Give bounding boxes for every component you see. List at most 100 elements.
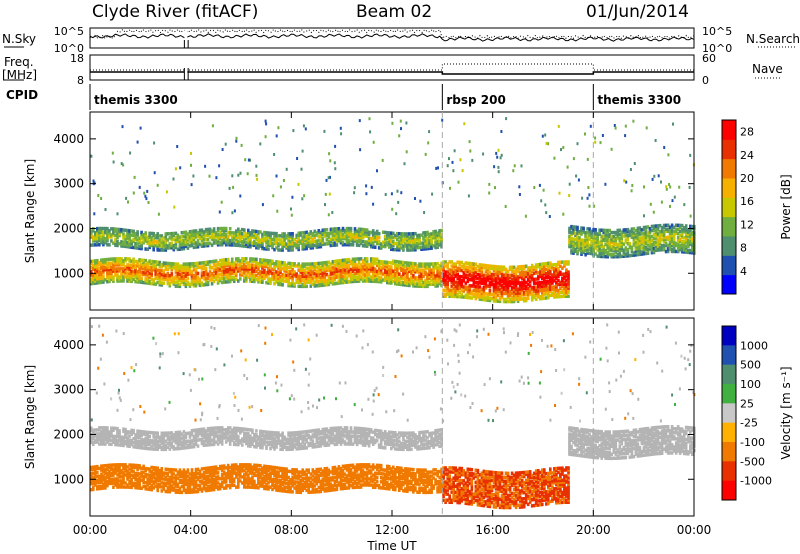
- echo-cell: [600, 242, 603, 247]
- echo-cell: [204, 242, 208, 246]
- echo-cell: [500, 153, 503, 157]
- echo-cell: [138, 266, 141, 270]
- echo-cell: [574, 231, 577, 235]
- echo-cell: [307, 262, 310, 266]
- echo-cell: [317, 269, 321, 274]
- echo-cell: [478, 275, 482, 279]
- echo-cell: [218, 230, 222, 235]
- echo-cell: [289, 271, 292, 276]
- echo-cell: [353, 186, 356, 190]
- echo-cell: [522, 282, 526, 287]
- echo-cell: [335, 273, 339, 277]
- echo-cell: [92, 259, 95, 263]
- echo-cell: [319, 242, 323, 247]
- echo-cell: [436, 245, 439, 249]
- echo-cell: [355, 279, 359, 283]
- echo-cell: [341, 243, 345, 247]
- echo-cell: [116, 229, 119, 234]
- echo-cell: [390, 235, 393, 239]
- echo-cell: [404, 244, 407, 248]
- echo-cell: [160, 244, 164, 248]
- echo-cell: [524, 286, 528, 291]
- echo-cell: [496, 275, 500, 279]
- echo-cell: [345, 278, 349, 282]
- echo-cell: [178, 235, 182, 239]
- echo-cell: [96, 481, 99, 485]
- echo-cell: [430, 278, 433, 282]
- echo-cell: [90, 473, 93, 478]
- echo-cell: [154, 244, 157, 248]
- echo-cell: [514, 293, 518, 298]
- echo-cell: [281, 277, 284, 281]
- echo-cell: [222, 270, 226, 274]
- echo-cell: [124, 467, 127, 471]
- echo-cell: [658, 234, 662, 238]
- echo-cell: [458, 278, 461, 283]
- echo-cell: [136, 232, 139, 236]
- echo-cell: [178, 241, 182, 245]
- echo-cell: [341, 280, 345, 285]
- echo-cell: [96, 281, 99, 285]
- echo-cell: [239, 229, 242, 234]
- echo-cell: [327, 266, 331, 271]
- echo-cell: [96, 479, 99, 483]
- echo-cell: [576, 225, 579, 230]
- echo-cell: [100, 236, 103, 241]
- echo-cell: [132, 239, 135, 244]
- echo-cell: [490, 280, 494, 285]
- echo-cell: [283, 269, 286, 273]
- echo-cell: [545, 272, 548, 276]
- echo-cell: [172, 237, 176, 242]
- echo-cell: [220, 264, 224, 269]
- echo-cell: [325, 178, 328, 182]
- echo-cell: [98, 466, 101, 471]
- echo-cell: [440, 245, 443, 249]
- echo-cell: [218, 241, 222, 245]
- echo-cell: [102, 478, 105, 482]
- echo-cell: [398, 266, 401, 270]
- echo-cell: [539, 268, 542, 273]
- echo-cell: [206, 262, 210, 266]
- echo-cell: [359, 241, 363, 246]
- echo-cell: [148, 279, 151, 284]
- echo-cell: [186, 262, 190, 266]
- echo-cell: [192, 268, 196, 272]
- echo-cell: [255, 277, 258, 282]
- echo-cell: [616, 252, 620, 257]
- echo-cell: [482, 281, 486, 286]
- echo-cell: [512, 291, 516, 296]
- echo-cell: [247, 232, 250, 237]
- echo-cell: [526, 278, 530, 282]
- echo-cell: [518, 289, 522, 293]
- echo-cell: [394, 271, 397, 276]
- echo-cell: [166, 261, 170, 266]
- echo-cell: [620, 232, 624, 236]
- echo-cell: [373, 237, 377, 241]
- echo-cell: [668, 245, 672, 250]
- echo-cell: [132, 483, 135, 488]
- echo-cell: [472, 264, 476, 268]
- echo-cell: [678, 185, 681, 189]
- echo-cell: [578, 238, 581, 242]
- echo-cell: [204, 276, 208, 281]
- echo-cell: [321, 263, 325, 267]
- echo-cell: [327, 260, 331, 264]
- echo-cell: [172, 278, 176, 282]
- echo-cell: [339, 260, 343, 265]
- echo-cell: [168, 480, 172, 484]
- echo-cell: [574, 227, 577, 231]
- echo-cell: [375, 239, 379, 244]
- echo-cell: [596, 240, 599, 244]
- echo-cell: [156, 246, 159, 250]
- echo-cell: [166, 281, 170, 286]
- echo-cell: [106, 275, 109, 280]
- echo-cell: [660, 231, 664, 236]
- echo-cell: [442, 260, 445, 264]
- echo-cell: [164, 275, 168, 280]
- echo-cell: [152, 466, 155, 470]
- echo-cell: [108, 243, 111, 247]
- echo-cell: [438, 229, 441, 233]
- echo-cell: [158, 244, 162, 248]
- echo-cell: [373, 239, 377, 243]
- echo-cell: [180, 241, 184, 245]
